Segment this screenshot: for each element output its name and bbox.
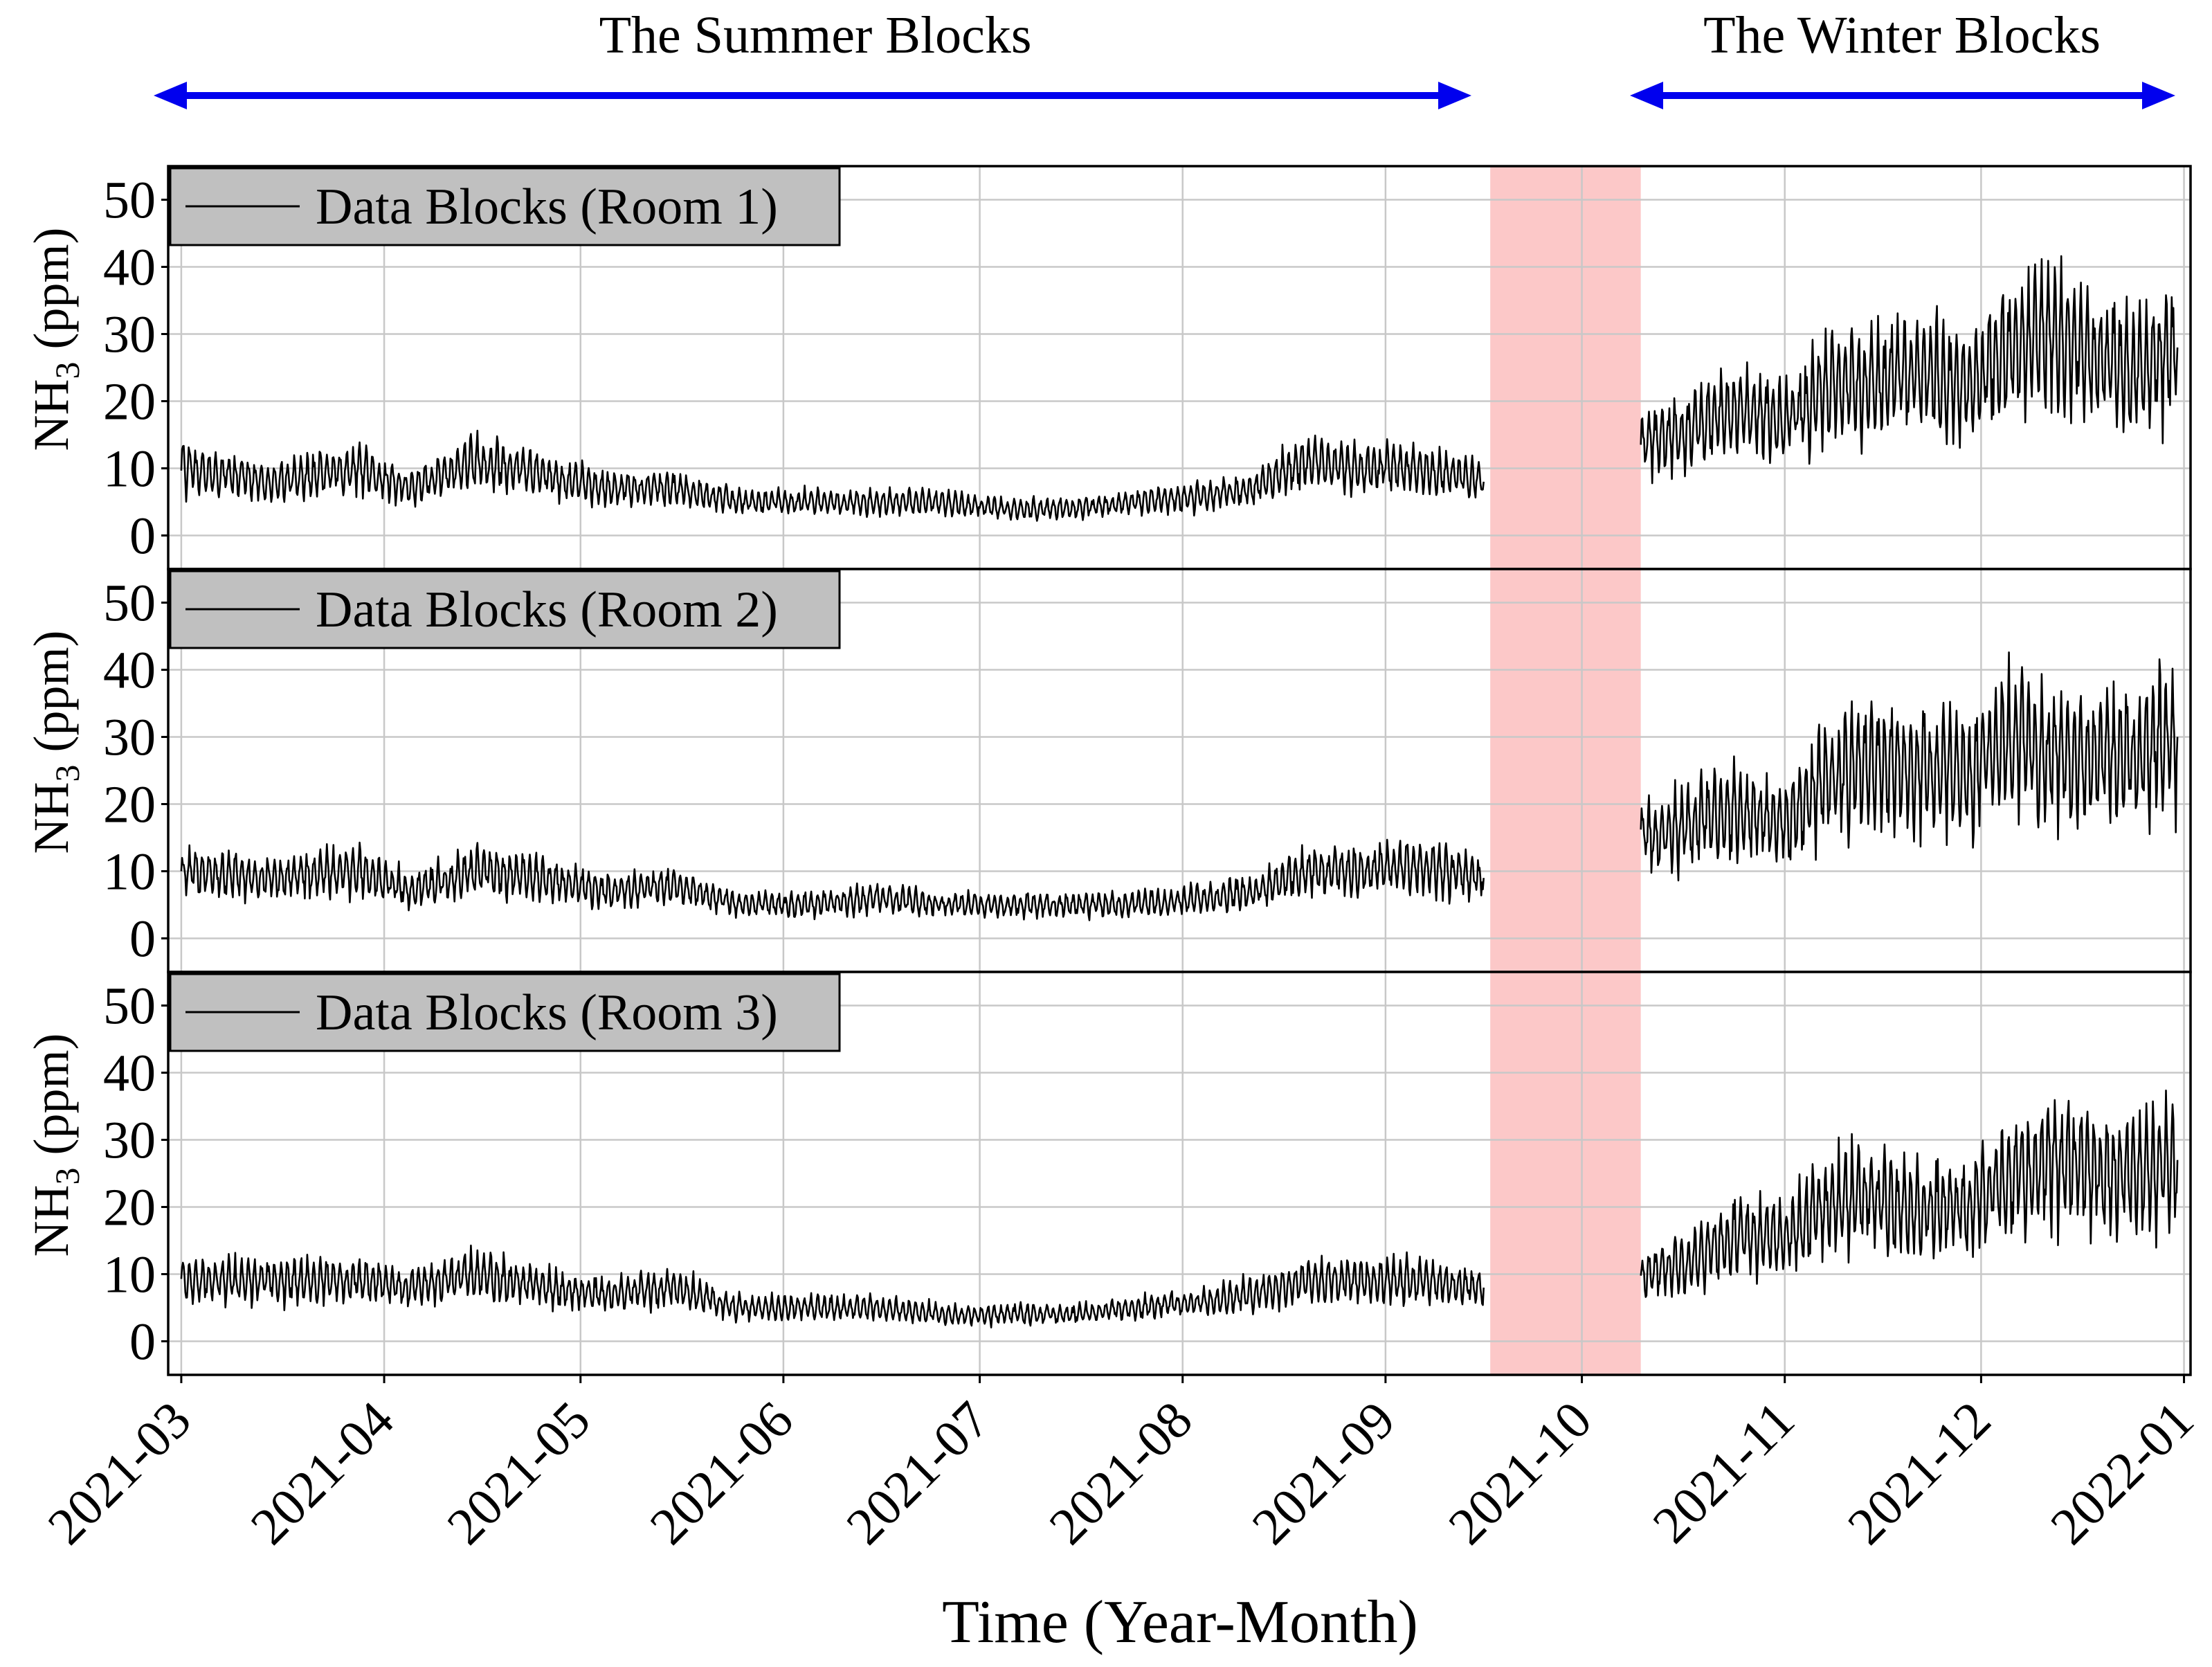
legend: Data Blocks (Room 2) <box>169 570 841 649</box>
series-line-winter <box>1640 651 2179 882</box>
y-tick-label: 50 <box>103 575 156 633</box>
gap-band <box>1490 166 1641 569</box>
y-tick-label: 10 <box>103 440 156 498</box>
summer-arrow <box>154 82 1471 109</box>
y-tick-label: 20 <box>103 776 156 834</box>
y-tick-label: 0 <box>129 1313 156 1371</box>
y-axis-title-room-2: NH3 (ppm) <box>24 631 87 854</box>
series-line-summer <box>180 838 1485 921</box>
y-tick-label: 0 <box>129 910 156 968</box>
x-tick-label: 2021-12 <box>1837 1391 2002 1556</box>
x-tick-label: 2022-01 <box>2040 1391 2205 1556</box>
gap-band <box>1490 972 1641 1375</box>
season-arrows <box>154 82 2175 109</box>
y-tick-label: 40 <box>103 642 156 700</box>
series-line-winter <box>1640 255 2179 485</box>
y-tick-label: 40 <box>103 1045 156 1103</box>
plot-frame <box>167 971 2192 1376</box>
gap-band <box>1490 569 1641 972</box>
legend: Data Blocks (Room 1) <box>169 167 841 246</box>
y-axis-title-room-1: NH3 (ppm) <box>24 228 87 451</box>
winter-blocks-label: The Winter Blocks <box>1703 6 2101 64</box>
legend-label: Data Blocks (Room 1) <box>316 179 778 235</box>
y-tick-label: 10 <box>103 843 156 901</box>
y-tick-label: 20 <box>103 1179 156 1237</box>
x-tick-label: 2021-11 <box>1642 1391 1806 1555</box>
series-line-winter <box>1640 1089 2179 1298</box>
legend: Data Blocks (Room 3) <box>169 973 841 1052</box>
x-tick-label: 2021-10 <box>1438 1391 1603 1556</box>
x-tick-label: 2021-03 <box>37 1391 202 1556</box>
y-tick-label: 30 <box>103 306 156 364</box>
x-tick-label: 2021-05 <box>436 1391 601 1556</box>
y-tick-label: 30 <box>103 709 156 767</box>
y-tick-label: 40 <box>103 239 156 297</box>
panel-room-1: 0 10 20 30 40 50 Data Blocks (Room 1) <box>103 165 2192 570</box>
x-tick-label: 2021-07 <box>835 1391 1001 1556</box>
series-line-summer <box>180 1244 1485 1328</box>
y-tick-label: 50 <box>103 172 156 230</box>
x-tick-label: 2021-06 <box>639 1391 804 1556</box>
y-tick-label: 20 <box>103 373 156 431</box>
x-tick-label: 2021-08 <box>1038 1391 1204 1556</box>
legend-label: Data Blocks (Room 2) <box>316 582 778 638</box>
y-tick-label: 0 <box>129 507 156 566</box>
legend-label: Data Blocks (Room 3) <box>316 984 778 1041</box>
panel-room-3: 0 10 20 30 40 50 Data Blocks (Room 3) <box>103 971 2192 1376</box>
x-tick-label: 2021-09 <box>1241 1391 1406 1556</box>
panel-room-2: 0 10 20 30 40 50 Data Blocks (Room 2) <box>103 568 2192 973</box>
y-tick-label: 10 <box>103 1246 156 1304</box>
x-tick-labels: 2021-03 2021-04 2021-05 2021-06 2021-07 2021-… <box>37 1375 2205 1556</box>
x-tick-label: 2021-04 <box>240 1391 406 1556</box>
y-tick-label: 30 <box>103 1112 156 1170</box>
y-axis-title-room-3: NH3 (ppm) <box>24 1034 87 1257</box>
summer-blocks-label: The Summer Blocks <box>599 6 1032 64</box>
y-tick-label: 50 <box>103 977 156 1036</box>
winter-arrow <box>1630 82 2175 109</box>
x-axis-title: Time (Year-Month) <box>942 1589 1418 1656</box>
series-line-summer <box>180 429 1485 522</box>
